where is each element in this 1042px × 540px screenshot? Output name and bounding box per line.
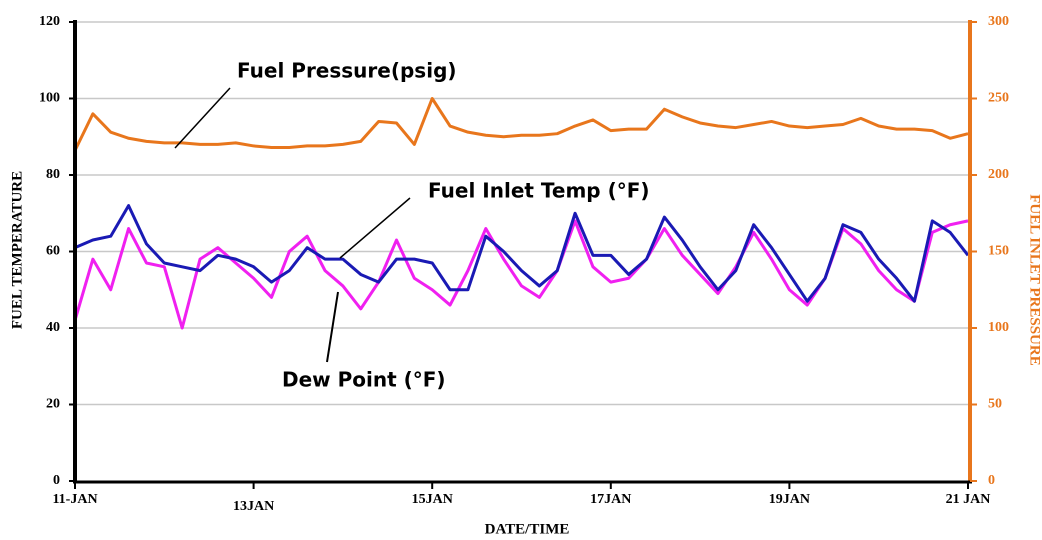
annotation: Fuel Inlet Temp (°F) [428,179,650,203]
y-tick-label: 40 [46,320,60,335]
series-line [73,97,969,152]
y2-tick-label: 150 [988,244,1009,259]
series-line [73,219,969,330]
annotation: Dew Point (°F) [282,368,446,392]
x-axis-label: DATE/TIME [485,521,570,537]
grid [75,21,968,406]
y-tick-label: 20 [46,397,60,412]
y2-tick-label: 100 [988,320,1009,335]
leader-line [174,87,231,149]
y2-axis-label: FUEL INLET PRESSURE [1027,194,1042,365]
x-tick-label: 17JAN [590,492,631,507]
y2-tick-label: 200 [988,167,1009,182]
y-axis-label: FUEL TEMPERATURE [9,171,25,329]
y-tick-label: 120 [39,14,60,29]
y-tick-label: 60 [46,244,60,259]
y2-tick-label: 50 [988,397,1002,412]
y2-tick-label: 0 [988,473,995,488]
y2-tick-label: 250 [988,91,1009,106]
series-line [74,204,970,303]
y-tick-label: 0 [53,473,60,488]
y-tick-label: 100 [39,91,60,106]
y-tick-label: 80 [46,167,60,182]
x-tick-label: 15JAN [412,492,453,507]
x-tick-label: 13JAN [233,499,274,514]
y2-tick-label: 300 [988,14,1009,29]
leader-line [339,197,411,259]
leader-line [326,291,339,363]
x-tick-label: 21 JAN [946,492,991,507]
x-tick-label: 11-JAN [52,492,97,507]
lines [73,97,970,330]
annotation: Fuel Pressure(psig) [237,59,457,83]
x-tick-label: 19JAN [769,492,810,507]
